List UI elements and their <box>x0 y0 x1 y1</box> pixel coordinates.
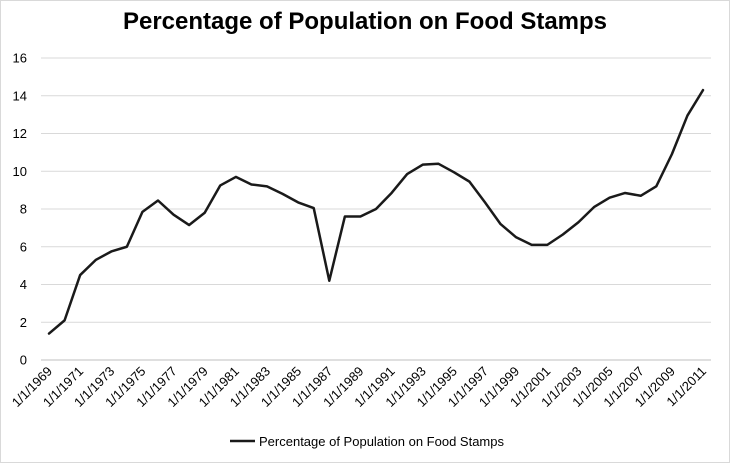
y-tick-label: 2 <box>20 315 27 330</box>
y-tick-label: 14 <box>13 88 27 103</box>
y-tick-label: 10 <box>13 164 27 179</box>
x-axis-ticks: 1/1/19691/1/19711/1/19731/1/19751/1/1977… <box>9 364 709 410</box>
y-axis-ticks: 0 2 4 6 8 10 12 14 16 <box>13 51 27 368</box>
y-tick-label: 8 <box>20 202 27 217</box>
y-tick-label: 12 <box>13 126 27 141</box>
y-tick-label: 0 <box>20 353 27 368</box>
legend-label: Percentage of Population on Food Stamps <box>259 434 504 449</box>
y-tick-label: 6 <box>20 239 27 254</box>
legend: Percentage of Population on Food Stamps <box>230 434 504 449</box>
series-layer <box>47 88 705 335</box>
y-tick-label: 16 <box>13 51 27 66</box>
y-tick-label: 4 <box>20 277 27 292</box>
series-line <box>47 88 705 335</box>
chart-title: Percentage of Population on Food Stamps <box>122 8 608 35</box>
gridlines <box>41 57 711 361</box>
